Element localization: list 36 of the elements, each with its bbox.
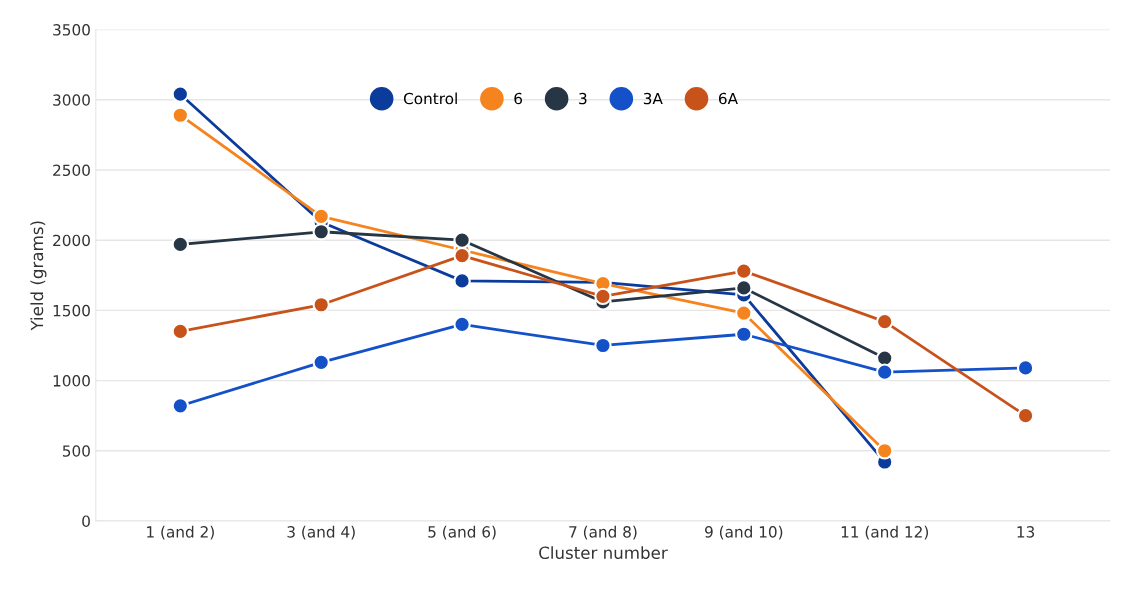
x-tick-label: 13 xyxy=(1017,526,1035,538)
legend-label: Control xyxy=(403,92,457,105)
point xyxy=(735,304,753,322)
point xyxy=(171,106,189,124)
point xyxy=(453,272,471,290)
y-axis-title: Yield (grams) xyxy=(30,221,47,331)
point xyxy=(594,287,612,306)
legend-label: 3 xyxy=(579,92,587,105)
point xyxy=(735,325,753,343)
y-tick-label: 500 xyxy=(62,445,90,457)
point xyxy=(171,85,189,103)
y-tick-label: 3500 xyxy=(53,24,90,36)
x-tick-label: 1 (and 2) xyxy=(147,525,214,540)
y-tick-label: 2000 xyxy=(53,234,90,247)
point xyxy=(735,279,753,297)
y-tick-label: 2500 xyxy=(53,164,90,177)
legend-label: 3A xyxy=(643,92,663,105)
point xyxy=(171,397,189,415)
x-tick-label: 3 (and 4) xyxy=(287,525,355,540)
x-tick-label: 7 (and 8) xyxy=(569,525,637,540)
point xyxy=(876,363,894,381)
y-tick-label: 3000 xyxy=(53,94,90,106)
x-tick-label: 11 (and 12) xyxy=(841,525,929,540)
x-axis-title: Cluster number xyxy=(539,546,668,560)
point xyxy=(735,262,753,280)
y-tick-label: 1500 xyxy=(53,304,90,317)
y-tick-label: 0 xyxy=(82,515,90,527)
point xyxy=(312,296,330,314)
legend-label: 6 xyxy=(514,92,523,105)
point xyxy=(876,442,894,460)
legend-label: 6A xyxy=(718,92,738,105)
x-tick-label: 5 (and 6) xyxy=(428,525,496,540)
point xyxy=(312,353,330,371)
y-tick-label: 1000 xyxy=(53,375,90,387)
x-tick-label: 9 (and 10) xyxy=(705,525,783,540)
point xyxy=(1016,359,1035,377)
